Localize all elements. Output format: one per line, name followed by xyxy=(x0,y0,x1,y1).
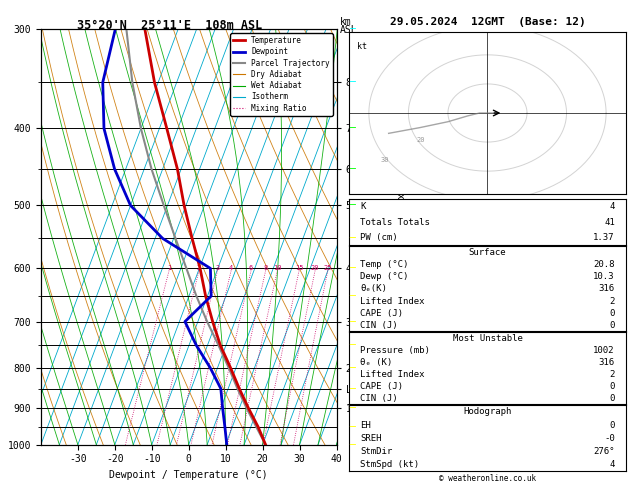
Text: 20.8: 20.8 xyxy=(593,260,615,269)
Text: ─: ─ xyxy=(349,164,355,174)
X-axis label: Dewpoint / Temperature (°C): Dewpoint / Temperature (°C) xyxy=(109,470,268,480)
Text: 8: 8 xyxy=(264,265,267,271)
Text: © weatheronline.co.uk: © weatheronline.co.uk xyxy=(439,474,536,483)
Text: CAPE (J): CAPE (J) xyxy=(360,309,403,318)
Text: Lifted Index: Lifted Index xyxy=(360,296,425,306)
Text: 0: 0 xyxy=(610,382,615,391)
Text: 2: 2 xyxy=(610,296,615,306)
Text: ─: ─ xyxy=(349,200,355,210)
Text: CIN (J): CIN (J) xyxy=(360,321,398,330)
Text: θₑ (K): θₑ (K) xyxy=(360,358,392,367)
Text: ─: ─ xyxy=(349,440,355,450)
Text: CIN (J): CIN (J) xyxy=(360,394,398,403)
Text: StmDir: StmDir xyxy=(360,447,392,456)
Text: CAPE (J): CAPE (J) xyxy=(360,382,403,391)
Text: K: K xyxy=(360,203,365,211)
Text: Totals Totals: Totals Totals xyxy=(360,218,430,227)
Y-axis label: hPa: hPa xyxy=(0,228,2,246)
Text: 6: 6 xyxy=(248,265,253,271)
Text: θₑ(K): θₑ(K) xyxy=(360,284,387,294)
Text: ─: ─ xyxy=(349,403,355,413)
Text: ─: ─ xyxy=(349,316,355,327)
Text: ─: ─ xyxy=(349,422,355,432)
Text: 2: 2 xyxy=(197,265,201,271)
Text: kt: kt xyxy=(357,42,367,51)
Text: 276°: 276° xyxy=(593,447,615,456)
Text: ASL: ASL xyxy=(340,25,357,35)
Text: 4: 4 xyxy=(610,203,615,211)
Text: ─: ─ xyxy=(349,383,355,394)
Text: 29.05.2024  12GMT  (Base: 12): 29.05.2024 12GMT (Base: 12) xyxy=(389,17,586,27)
Text: 1: 1 xyxy=(167,265,171,271)
Text: 0: 0 xyxy=(610,394,615,403)
Text: EH: EH xyxy=(360,420,371,430)
Text: 0: 0 xyxy=(610,420,615,430)
Text: ─: ─ xyxy=(349,291,355,301)
Text: Dewp (°C): Dewp (°C) xyxy=(360,272,409,281)
Legend: Temperature, Dewpoint, Parcel Trajectory, Dry Adiabat, Wet Adiabat, Isotherm, Mi: Temperature, Dewpoint, Parcel Trajectory… xyxy=(230,33,333,116)
Text: PW (cm): PW (cm) xyxy=(360,233,398,242)
Text: 4: 4 xyxy=(610,460,615,469)
Text: 316: 316 xyxy=(599,358,615,367)
Text: Surface: Surface xyxy=(469,248,506,257)
Text: -0: -0 xyxy=(604,434,615,443)
Text: 3: 3 xyxy=(215,265,220,271)
Text: Pressure (mb): Pressure (mb) xyxy=(360,346,430,355)
Text: 30: 30 xyxy=(381,157,389,163)
Text: ─: ─ xyxy=(349,233,355,243)
Text: 10: 10 xyxy=(273,265,281,271)
Text: 4: 4 xyxy=(229,265,233,271)
Text: 1.37: 1.37 xyxy=(593,233,615,242)
Text: 2: 2 xyxy=(610,370,615,379)
Text: Temp (°C): Temp (°C) xyxy=(360,260,409,269)
Text: ─: ─ xyxy=(349,123,355,134)
Y-axis label: Mixing Ratio (g/kg): Mixing Ratio (g/kg) xyxy=(395,181,405,293)
Text: 1002: 1002 xyxy=(593,346,615,355)
Text: ─: ─ xyxy=(349,263,355,274)
Text: 10.3: 10.3 xyxy=(593,272,615,281)
Text: ─: ─ xyxy=(349,77,355,87)
Text: ─: ─ xyxy=(349,340,355,350)
Text: StmSpd (kt): StmSpd (kt) xyxy=(360,460,420,469)
Text: Hodograph: Hodograph xyxy=(464,407,511,417)
Text: 0: 0 xyxy=(610,321,615,330)
Text: 25: 25 xyxy=(323,265,332,271)
Text: SREH: SREH xyxy=(360,434,382,443)
Text: km: km xyxy=(340,17,352,27)
Text: 20: 20 xyxy=(416,137,425,143)
Text: 35°20'N  25°11'E  108m ASL: 35°20'N 25°11'E 108m ASL xyxy=(77,19,262,33)
Text: 41: 41 xyxy=(604,218,615,227)
Text: Most Unstable: Most Unstable xyxy=(452,334,523,343)
Text: 316: 316 xyxy=(599,284,615,294)
Text: 20: 20 xyxy=(311,265,319,271)
Text: ─: ─ xyxy=(349,24,355,34)
Text: 15: 15 xyxy=(295,265,303,271)
Text: Lifted Index: Lifted Index xyxy=(360,370,425,379)
Text: ─: ─ xyxy=(349,363,355,373)
Text: 0: 0 xyxy=(610,309,615,318)
